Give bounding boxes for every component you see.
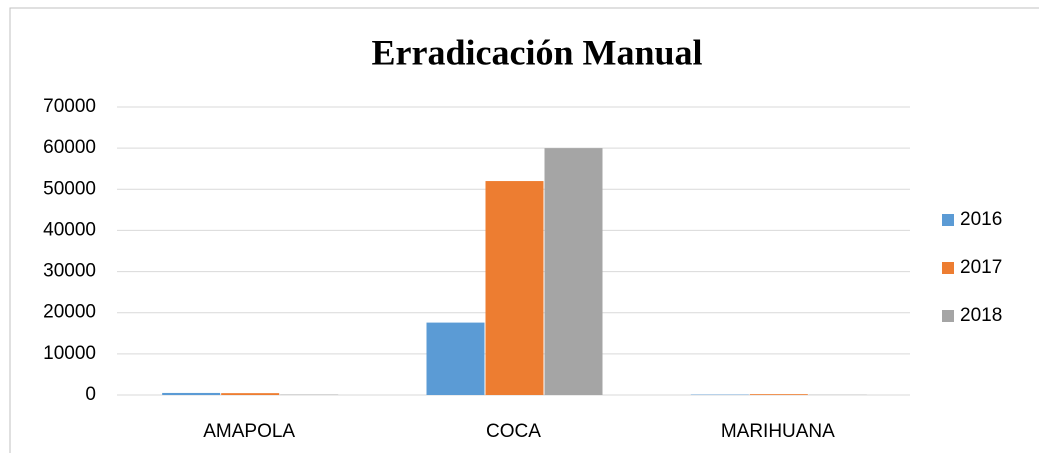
y-tick-label: 0 [85, 384, 96, 405]
legend-swatch [942, 262, 954, 274]
bar [162, 393, 220, 395]
x-tick-label: COCA [486, 421, 541, 442]
legend-label: 2018 [960, 305, 1002, 326]
y-tick-label: 50000 [43, 178, 96, 199]
y-tick-label: 20000 [43, 302, 96, 323]
y-tick-label: 70000 [43, 96, 96, 117]
legend-swatch [942, 214, 954, 226]
x-tick-label: AMAPOLA [203, 421, 295, 442]
y-tick-label: 10000 [43, 343, 96, 364]
bar [545, 148, 603, 395]
y-tick-label: 60000 [43, 137, 96, 158]
bar [750, 394, 808, 395]
legend-swatch [942, 310, 954, 322]
bar [221, 393, 279, 395]
bar [486, 181, 544, 395]
legend-label: 2016 [960, 209, 1002, 230]
chart-title: Erradicación Manual [372, 32, 703, 72]
x-tick-label: MARIHUANA [721, 421, 835, 442]
bar [427, 323, 485, 395]
y-tick-label: 40000 [43, 219, 96, 240]
y-tick-label: 30000 [43, 261, 96, 282]
legend-label: 2017 [960, 257, 1002, 278]
